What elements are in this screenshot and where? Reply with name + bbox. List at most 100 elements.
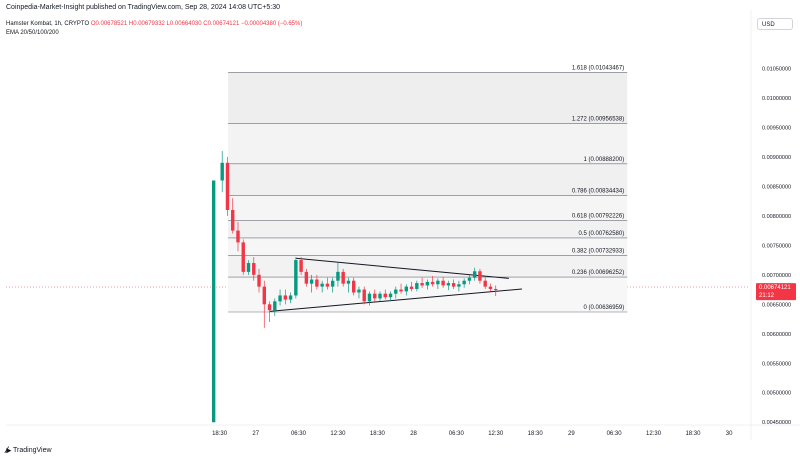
time-axis-label: 12:30	[488, 431, 504, 437]
price-axis-label: 0.00800000	[762, 214, 791, 220]
candle-up	[336, 271, 340, 281]
currency-button[interactable]: USD	[757, 18, 793, 30]
time-axis-label: 06:30	[607, 431, 623, 437]
current-price-tag: 0.00674121 21:12	[756, 283, 796, 301]
time-axis-label: 18:30	[528, 431, 544, 437]
time-axis-label: 27	[252, 431, 259, 437]
trendline	[269, 288, 523, 312]
candle-down	[483, 280, 487, 287]
candle-up	[457, 284, 461, 287]
time-axis-label: 18:30	[212, 431, 228, 437]
candle-up	[294, 260, 298, 296]
fib-level-label: 0.5 (0.00762580)	[579, 231, 625, 237]
price-axis-label: 0.00700000	[762, 273, 791, 279]
candle-up	[462, 280, 466, 285]
candle-down	[362, 289, 366, 302]
candle-up	[357, 289, 361, 293]
fib-zone	[228, 72, 628, 124]
candle-down	[488, 286, 493, 289]
candle-down	[225, 162, 230, 210]
candle-down	[231, 209, 235, 231]
time-axis-label: 18:30	[685, 431, 701, 437]
candle-down	[373, 293, 377, 299]
candle-down	[352, 280, 356, 293]
fib-zone	[228, 237, 628, 256]
candle-down	[325, 283, 330, 287]
fib-level-label: 0.618 (0.00792226)	[572, 213, 624, 219]
price-tag-value: 0.00674121	[759, 285, 791, 291]
fib-level-label: 1.618 (0.01043467)	[572, 65, 624, 71]
candle-down	[451, 283, 456, 287]
price-axis-label: 0.01000000	[762, 96, 791, 102]
price-axis-label: 0.00850000	[762, 184, 791, 190]
price-axis[interactable]: 0.01050000 0.01000000 0.00950000 0.00900000…	[762, 66, 791, 426]
time-axis-label: 06:30	[449, 431, 465, 437]
candle-down	[494, 288, 498, 291]
candle-up	[388, 293, 393, 298]
time-axis-label: 12:30	[330, 431, 346, 437]
fib-level-label: 1.272 (0.00956538)	[572, 117, 624, 123]
tradingview-logo-icon: ⁄▸	[6, 445, 11, 455]
price-axis-label: 0.00750000	[762, 243, 791, 249]
candle-down	[283, 295, 288, 300]
symbol-legend: Hamster Kombat, 1h, CRYPTO O0.00678521 H…	[6, 21, 302, 27]
ohlc-values: O0.00678521 H0.00679332 L0.00664030 C0.0…	[90, 21, 303, 27]
candle-down	[383, 293, 387, 298]
candle-up	[246, 263, 251, 272]
candle-up	[309, 279, 314, 284]
fibonacci-retracement[interactable]: 1.618 (0.01043467) 1.272 (0.00956538) 1 (0…	[228, 65, 628, 313]
fib-zone	[228, 163, 628, 196]
candle-up	[404, 286, 409, 292]
candle-up	[394, 289, 398, 294]
fib-level-label: 0.236 (0.00696252)	[572, 270, 624, 276]
symbol-name: Hamster Kombat, 1h, CRYPTO	[6, 21, 90, 27]
fib-zone	[228, 123, 628, 164]
time-axis-label: 18:30	[370, 431, 386, 437]
tradingview-logo[interactable]: ⁄▸ TradingView	[6, 445, 52, 456]
candle-up	[425, 281, 430, 286]
candle-down	[257, 274, 261, 287]
candle-up	[288, 295, 293, 300]
candle-up	[346, 280, 351, 284]
candle-up	[446, 283, 451, 286]
price-axis-label: 0.00450000	[762, 420, 791, 426]
ema-indicator-label[interactable]: EMA 20/50/100/200	[6, 30, 59, 36]
candle-down	[236, 230, 240, 243]
candlestick-series	[211, 150, 498, 423]
candle-up	[472, 271, 477, 278]
price-tag-countdown: 21:12	[759, 293, 775, 299]
fib-zone	[228, 255, 628, 278]
candle-down	[441, 280, 445, 286]
price-axis-label: 0.00500000	[762, 391, 791, 397]
fib-level-label: 0.786 (0.00834434)	[572, 189, 624, 195]
candle-up	[415, 283, 419, 289]
candle-up	[330, 280, 335, 287]
time-axis-label: 29	[568, 431, 575, 437]
price-axis-label: 0.00900000	[762, 155, 791, 161]
fib-zone	[228, 220, 628, 238]
candle-down	[252, 263, 256, 275]
time-axis[interactable]: 18:30 27 06:30 12:30 18:30 28 06:30 12:30 18:30 2…	[212, 431, 733, 437]
fib-level-label: 1 (0.00888200)	[584, 157, 625, 163]
price-axis-label: 0.00650000	[762, 302, 791, 308]
price-tag-box	[756, 283, 796, 301]
candle-down	[478, 271, 482, 281]
candle-down	[262, 286, 266, 305]
price-axis-label: 0.00550000	[762, 361, 791, 367]
candle-down	[304, 271, 309, 284]
candle-up	[220, 162, 224, 181]
candle-up	[211, 180, 216, 423]
candle-down	[267, 304, 272, 311]
candle-down	[430, 281, 435, 285]
candle-down	[315, 279, 319, 287]
time-axis-label: 12:30	[646, 431, 662, 437]
publish-caption: Coinpedia-Market-Insight published on Tr…	[6, 4, 281, 11]
candle-up	[467, 277, 472, 281]
candle-down	[241, 242, 245, 272]
candle-down	[299, 260, 303, 272]
candle-down	[399, 289, 403, 292]
tradingview-logo-text: TradingView	[13, 447, 52, 454]
time-axis-label: 30	[726, 431, 733, 437]
candle-up	[320, 283, 324, 287]
